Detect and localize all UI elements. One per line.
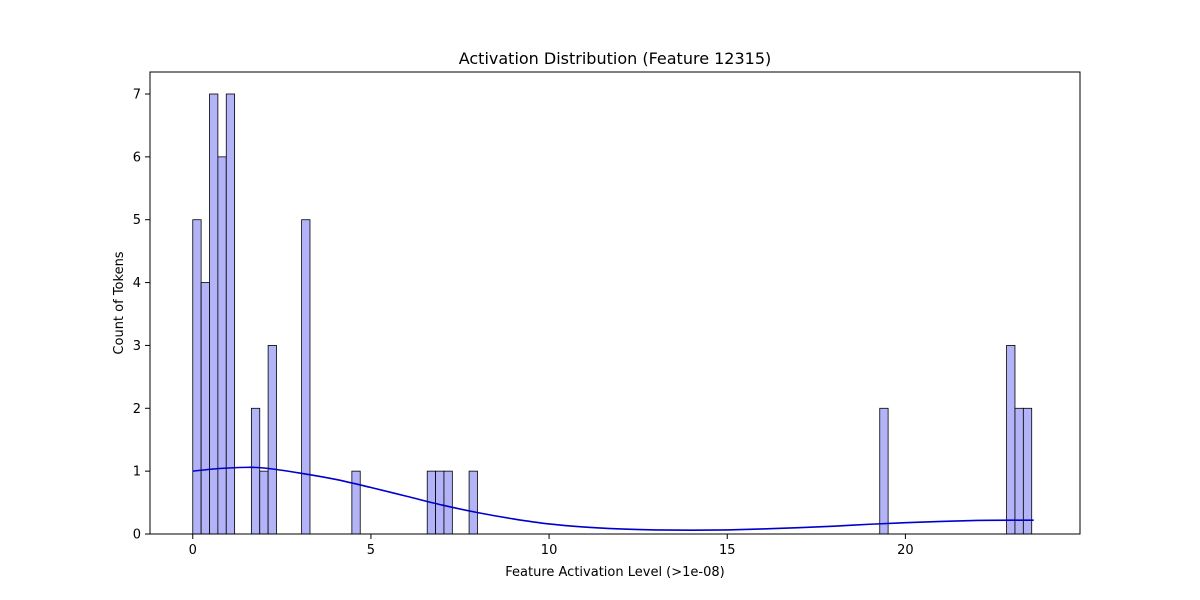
y-tick-label: 0	[133, 528, 141, 543]
y-tick-label: 3	[133, 339, 141, 354]
histogram-bar	[435, 470, 445, 535]
histogram-bar	[468, 470, 478, 535]
histogram-bar	[200, 282, 210, 535]
x-tick-label: 15	[719, 543, 736, 558]
histogram-bar	[351, 470, 361, 535]
histogram-bar	[267, 345, 277, 535]
histogram-bar	[250, 407, 261, 535]
histogram-bars	[192, 93, 1033, 535]
x-tick-label: 5	[367, 543, 375, 558]
histogram-bar	[443, 470, 453, 535]
histogram-bar	[1006, 345, 1016, 535]
histogram-bar	[217, 156, 227, 535]
histogram-bar	[1022, 407, 1033, 535]
y-tick-label: 6	[133, 150, 141, 165]
histogram-bar	[1014, 407, 1024, 535]
y-tick-label: 5	[133, 213, 141, 228]
plot-frame	[149, 71, 1081, 535]
chart-title: Activation Distribution (Feature 12315)	[459, 49, 772, 68]
y-axis-label: Count of Tokens	[112, 251, 127, 354]
y-tick-label: 4	[133, 276, 141, 291]
y-axis-ticks: 0 1 2 3 4 5 6 7	[133, 88, 150, 543]
y-tick-label: 7	[133, 88, 141, 103]
histogram-bar	[301, 219, 311, 535]
x-tick-label: 20	[897, 543, 914, 558]
x-axis-ticks: 0 5 10 15 20	[189, 534, 914, 558]
x-tick-label: 0	[189, 543, 197, 558]
x-axis-label: Feature Activation Level (>1e-08)	[505, 565, 724, 580]
y-tick-label: 2	[133, 402, 141, 417]
histogram-bar	[259, 470, 269, 535]
histogram-bar	[192, 219, 202, 535]
x-tick-label: 10	[541, 543, 558, 558]
histogram-bar	[879, 407, 889, 535]
y-tick-label: 1	[133, 465, 141, 480]
kde-curve	[192, 466, 1034, 532]
